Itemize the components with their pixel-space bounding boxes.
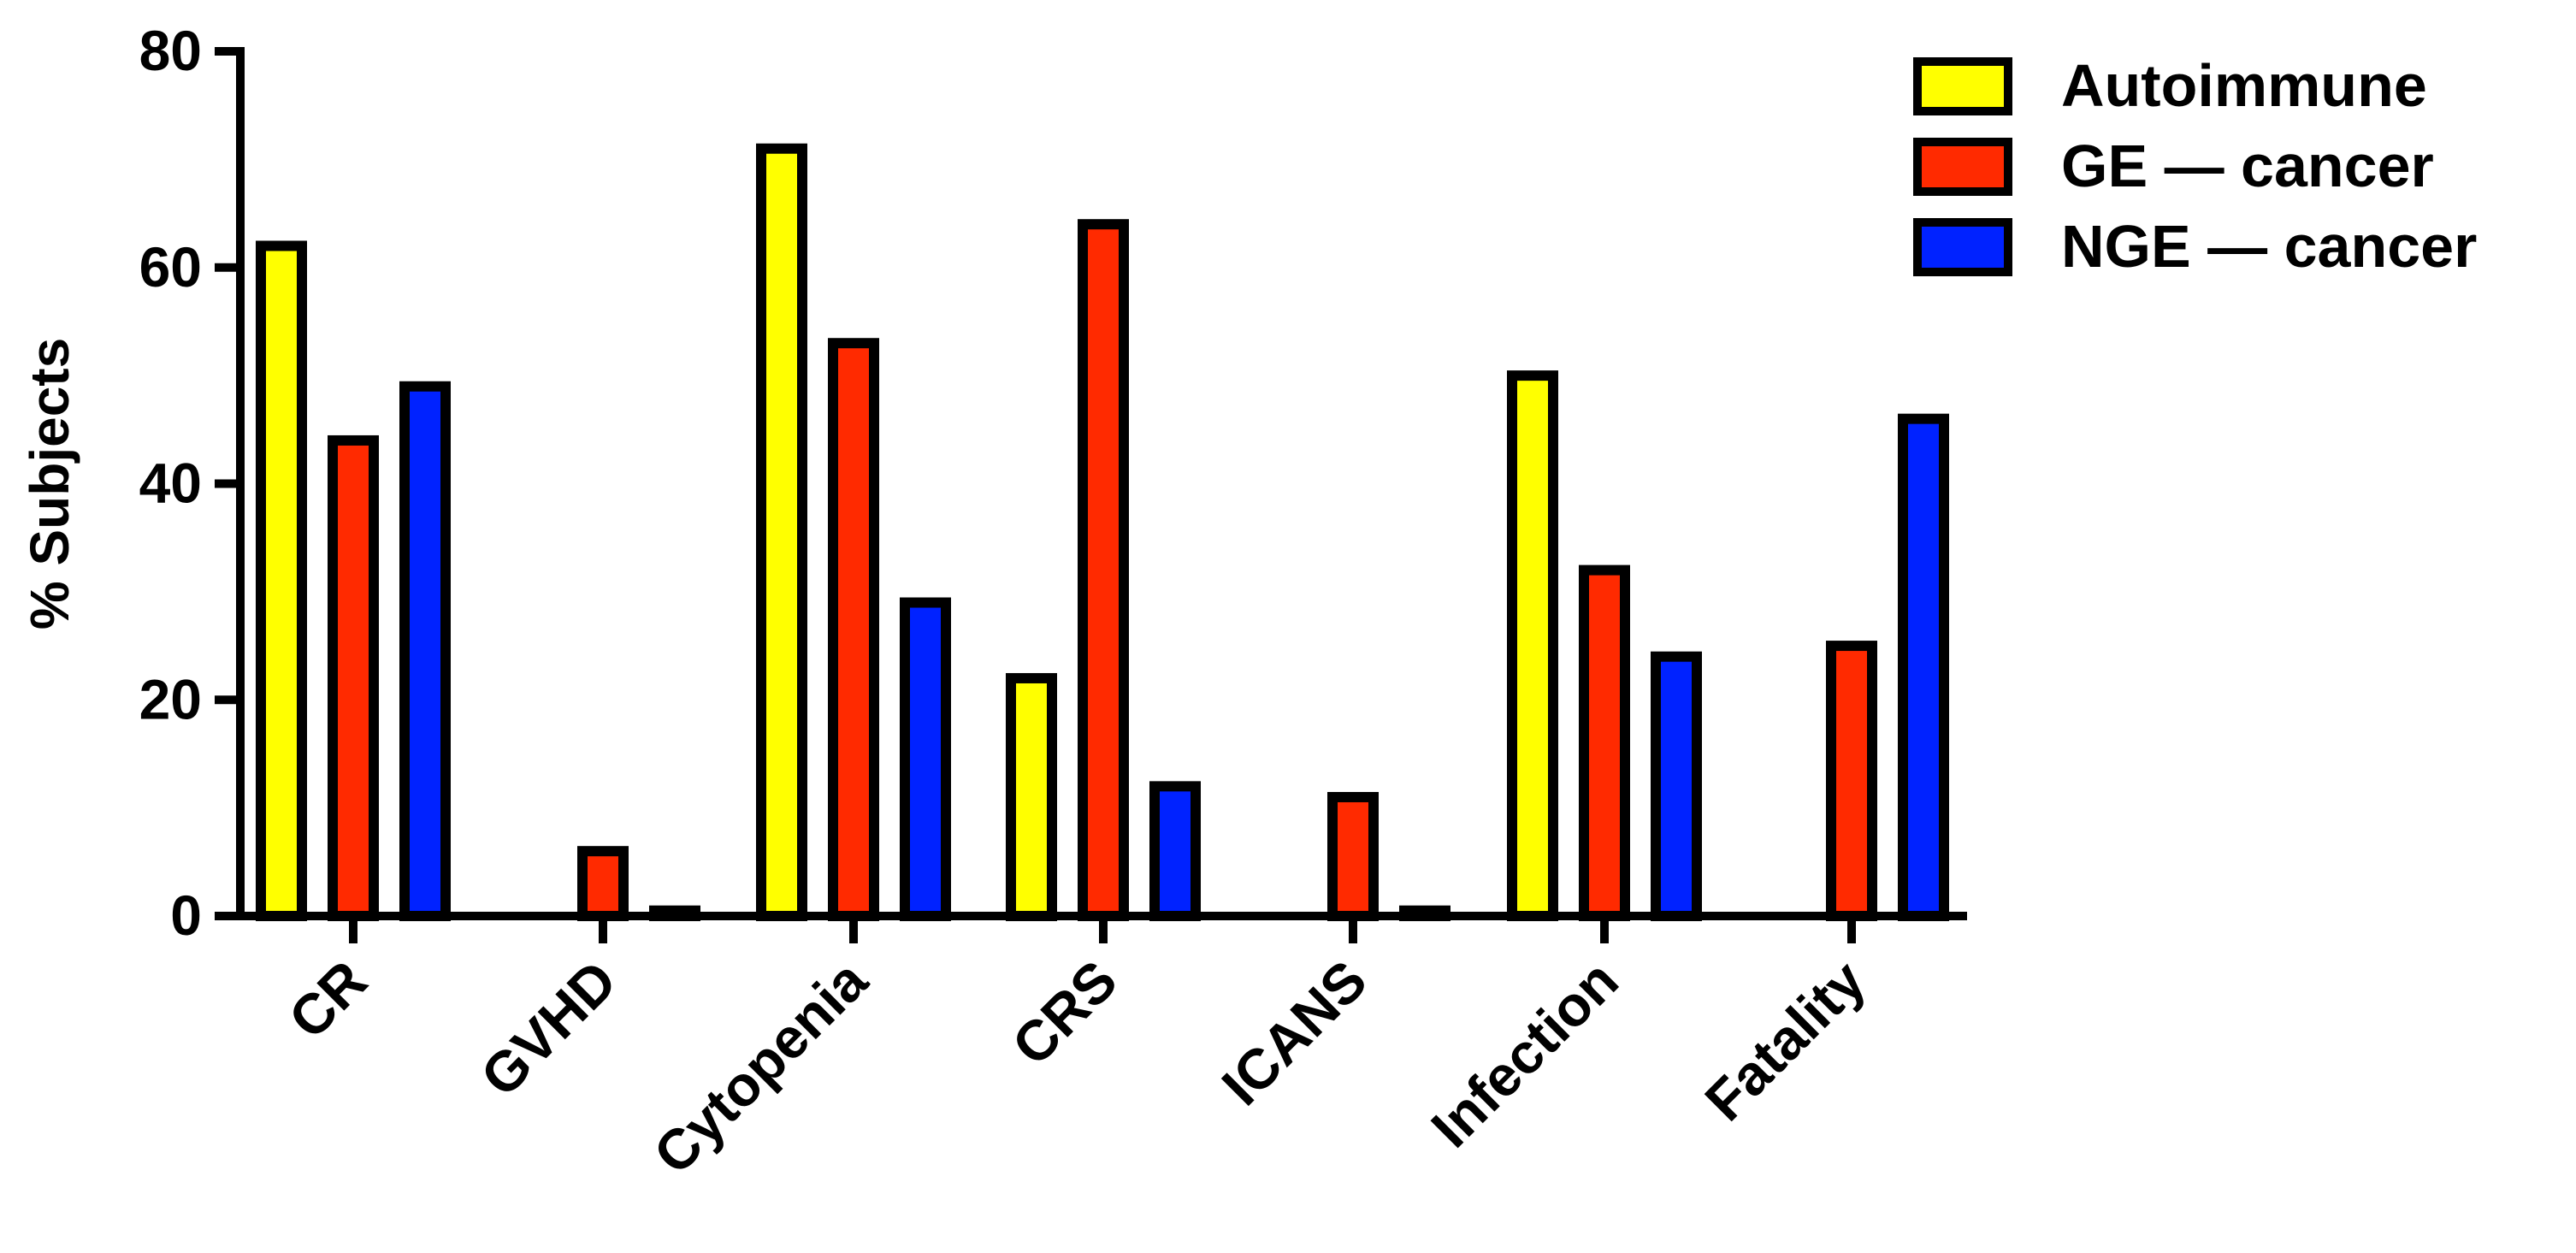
y-tick-label: 0 xyxy=(170,884,202,947)
y-tick-label: 20 xyxy=(139,667,202,730)
legend-label: Autoimmune xyxy=(2061,52,2427,119)
legend-swatch xyxy=(1913,218,2012,276)
bar xyxy=(756,143,807,922)
bar xyxy=(1149,781,1201,921)
legend: Autoimmune GE — cancer NGE — cancer xyxy=(1913,52,2477,280)
y-tick-label: 60 xyxy=(139,235,202,298)
y-tick-label: 40 xyxy=(139,452,202,515)
x-tick-label: CRS xyxy=(1000,949,1129,1078)
x-tick-label: ICANS xyxy=(1209,949,1379,1118)
bar xyxy=(1579,564,1630,921)
bar xyxy=(1898,413,1949,921)
bar xyxy=(1006,672,1057,921)
bar xyxy=(1507,370,1558,921)
y-tick-label: 80 xyxy=(139,19,202,82)
x-tick-label: Cytopenia xyxy=(641,948,880,1186)
y-axis-title: % Subjects xyxy=(19,338,80,629)
x-tick-label: GVHD xyxy=(469,949,629,1108)
plot-area: 0 20 40 60 80 CR GVHD Cytopenia CRS ICANS Infectio… xyxy=(139,19,1949,1186)
x-tick-label: CR xyxy=(276,949,379,1051)
bar xyxy=(256,240,307,922)
bar xyxy=(1078,219,1129,921)
x-tick-label: Fatality xyxy=(1693,948,1877,1132)
bar xyxy=(900,597,951,921)
bar xyxy=(1651,651,1702,921)
legend-swatch xyxy=(1913,138,2012,196)
bar xyxy=(828,338,879,921)
legend-label: NGE — cancer xyxy=(2061,213,2477,280)
bar xyxy=(1826,641,1877,921)
bar xyxy=(399,381,451,921)
bar xyxy=(328,434,379,921)
bar xyxy=(1327,791,1379,921)
bar xyxy=(577,846,629,921)
axes xyxy=(236,47,1967,920)
legend-label: GE — cancer xyxy=(2061,133,2434,199)
x-tick-label: Infection xyxy=(1419,949,1630,1160)
legend-swatch xyxy=(1913,57,2012,115)
